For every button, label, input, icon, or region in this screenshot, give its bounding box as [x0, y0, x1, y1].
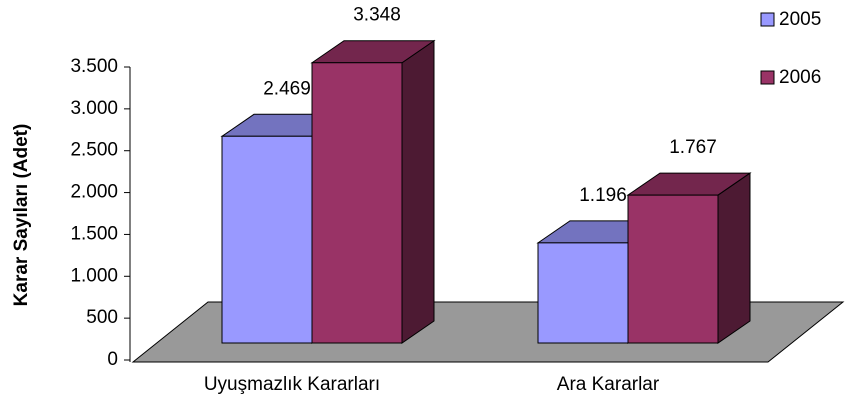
value-label: 1.196: [579, 185, 627, 206]
value-label: 2.469: [263, 78, 311, 99]
y-tick-label: 3.000: [70, 98, 118, 119]
bar-face: [627, 194, 719, 344]
y-tick-label: 1.000: [70, 265, 118, 286]
x-tick-label: Ara Kararlar: [557, 374, 660, 395]
bar: [310, 39, 436, 344]
value-label: 3.348: [353, 5, 401, 26]
legend-label: 2006: [779, 67, 821, 88]
y-tick-label: 2.000: [70, 182, 118, 203]
legend-swatch: [760, 70, 775, 85]
bar-face: [537, 242, 629, 344]
y-tick-label: 0: [107, 349, 118, 370]
legend-label: 2005: [779, 9, 821, 30]
bar-face: [221, 135, 313, 344]
bar-face: [717, 172, 751, 344]
bar-face: [311, 62, 403, 344]
value-label: 1.767: [669, 137, 717, 158]
x-tick-label: Uyuşmazlık Kararları: [204, 374, 380, 395]
y-tick-label: 1.500: [70, 223, 118, 244]
bar: [626, 172, 752, 344]
y-tick-label: 2.500: [70, 140, 118, 161]
y-tick-label: 500: [86, 307, 118, 328]
y-axis-label: Karar Sayıları (Adet): [11, 124, 32, 307]
bar-face: [401, 39, 435, 344]
y-tick-label: 3.500: [70, 56, 118, 77]
legend-swatch: [760, 12, 775, 27]
